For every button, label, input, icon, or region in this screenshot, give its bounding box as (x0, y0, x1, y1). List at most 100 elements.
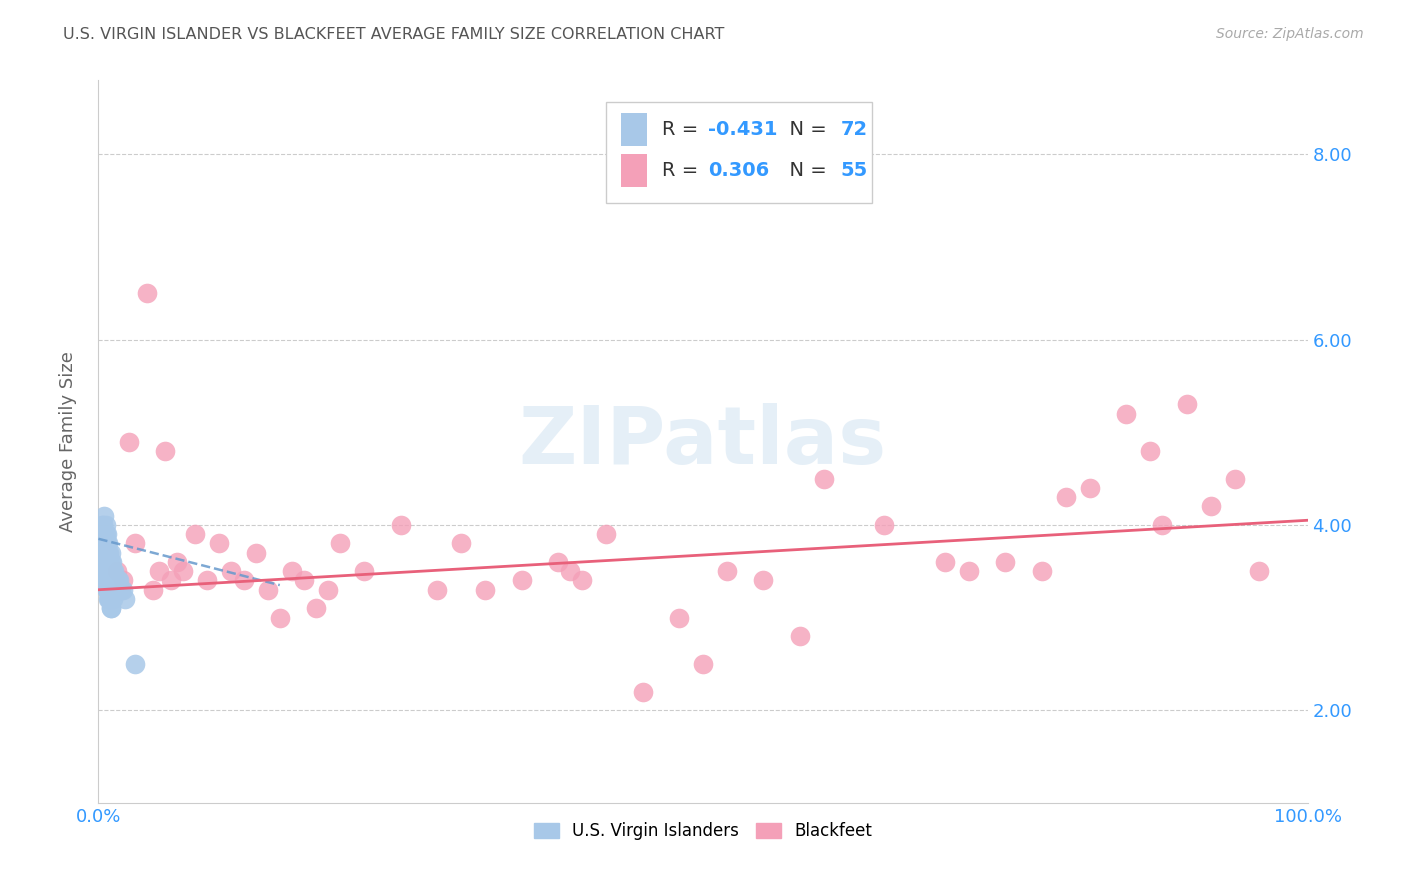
Point (1139, 443, 1161, 458)
Point (93, 536, 115, 550)
Point (91, 555, 114, 569)
Point (98, 592, 121, 607)
Point (98, 592, 121, 607)
Point (91, 564, 114, 578)
Point (316, 582, 339, 597)
Point (142, 582, 165, 597)
Point (166, 555, 188, 569)
Point (1054, 490, 1077, 504)
FancyBboxPatch shape (606, 102, 872, 203)
Point (97, 592, 120, 607)
Point (94, 517, 117, 532)
Point (100, 564, 122, 578)
Text: N =: N = (776, 120, 832, 139)
Point (221, 564, 243, 578)
Point (91, 536, 114, 550)
Point (245, 546, 267, 560)
Point (101, 574, 124, 588)
Point (91, 546, 114, 560)
Point (668, 610, 690, 624)
Point (114, 592, 136, 607)
Point (93, 564, 115, 578)
Point (547, 555, 569, 569)
Point (994, 555, 1017, 569)
Point (96, 546, 118, 560)
Point (98, 564, 121, 578)
Point (100, 546, 122, 560)
Point (595, 527, 617, 541)
Point (124, 657, 146, 671)
Point (91, 517, 114, 532)
Point (558, 564, 581, 578)
Point (153, 443, 176, 458)
Point (108, 574, 131, 588)
Bar (621, 113, 647, 145)
Text: R =: R = (662, 161, 704, 180)
Point (813, 472, 835, 486)
Point (96, 582, 118, 597)
Point (94, 546, 117, 560)
Point (98, 574, 121, 588)
Point (426, 582, 449, 597)
Point (1175, 397, 1198, 411)
Point (100, 564, 122, 578)
Point (100, 555, 122, 569)
Text: 72: 72 (841, 120, 868, 139)
Point (96, 582, 118, 597)
Point (256, 582, 278, 597)
Point (96, 527, 118, 541)
Point (118, 434, 141, 449)
Point (789, 629, 811, 643)
Point (305, 601, 328, 615)
Point (353, 564, 375, 578)
Text: ZIPatlas: ZIPatlas (519, 402, 887, 481)
Point (1152, 517, 1174, 532)
Point (105, 564, 128, 578)
Point (692, 657, 714, 671)
Point (101, 564, 124, 578)
Point (91, 536, 114, 550)
Bar (621, 154, 647, 186)
Point (100, 601, 122, 615)
Point (91, 555, 114, 569)
Text: N =: N = (776, 161, 832, 180)
Text: R =: R = (662, 120, 704, 139)
Point (103, 564, 125, 578)
Point (281, 564, 304, 578)
Point (96, 555, 118, 569)
Point (1249, 564, 1271, 578)
Point (94, 555, 117, 569)
Point (510, 574, 533, 588)
Point (94, 536, 117, 550)
Point (1031, 564, 1053, 578)
Point (124, 536, 146, 550)
Point (160, 574, 183, 588)
Point (91, 564, 114, 578)
Point (101, 592, 124, 607)
Point (873, 517, 896, 532)
Point (1223, 472, 1246, 486)
Point (97, 574, 120, 588)
Point (135, 286, 157, 301)
Point (474, 582, 496, 597)
Point (108, 582, 131, 597)
Point (100, 582, 122, 597)
Point (91, 564, 114, 578)
Point (105, 582, 128, 597)
Point (97, 536, 120, 550)
Text: Source: ZipAtlas.com: Source: ZipAtlas.com (1216, 27, 1364, 41)
Point (93, 508, 115, 523)
Point (752, 574, 775, 588)
Point (111, 574, 134, 588)
Point (1078, 481, 1101, 495)
Point (100, 601, 122, 615)
Point (90, 536, 112, 550)
Point (93, 564, 115, 578)
Point (934, 555, 956, 569)
Point (91, 527, 114, 541)
Point (208, 536, 231, 550)
Point (91, 546, 114, 560)
Point (148, 564, 170, 578)
Point (93, 574, 115, 588)
Point (104, 574, 127, 588)
